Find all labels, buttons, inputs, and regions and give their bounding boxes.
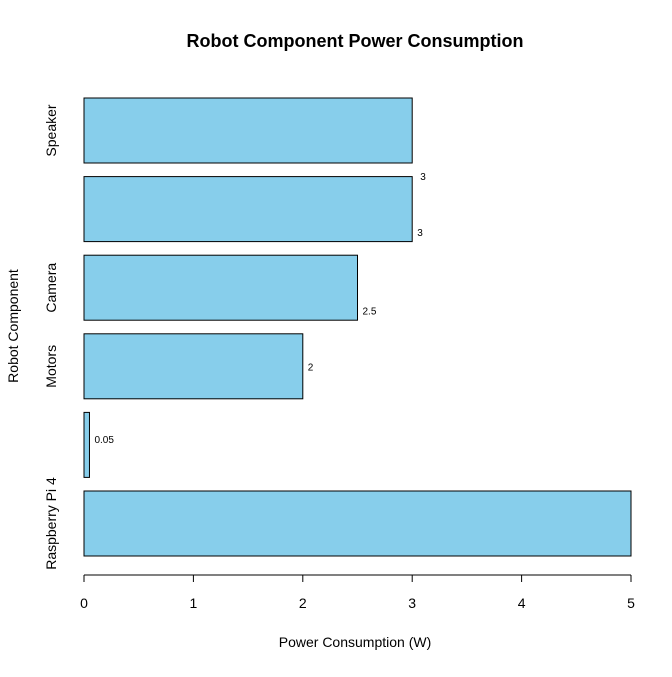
chart-title: Robot Component Power Consumption	[187, 31, 524, 51]
x-axis: 0 1 2 3 4 5	[80, 574, 635, 611]
y-axis-labels: Raspberry Pi 4 Motors Camera Speaker	[43, 104, 59, 570]
data-label: 0.05	[94, 435, 114, 446]
y-category-label: Motors	[43, 345, 59, 388]
x-tick-label: 5	[627, 595, 635, 611]
bars-group: 0.05 2 2.5 3 3	[83, 97, 632, 557]
y-axis-title: Robot Component	[5, 269, 21, 383]
data-label: 2	[308, 362, 314, 373]
bar	[83, 254, 358, 321]
x-tick-label: 0	[80, 595, 88, 611]
bar	[83, 333, 304, 400]
data-label: 2.5	[363, 307, 377, 318]
data-label: 3	[420, 172, 426, 183]
x-tick-label: 1	[190, 595, 198, 611]
bar	[83, 490, 632, 557]
x-axis-title: Power Consumption (W)	[279, 634, 432, 650]
y-category-label: Speaker	[43, 104, 59, 156]
bar	[83, 411, 90, 478]
y-category-label: Raspberry Pi 4	[43, 477, 59, 570]
data-label: 3	[417, 228, 423, 239]
bar	[83, 97, 413, 164]
y-category-label: Camera	[43, 263, 59, 313]
bar	[83, 176, 413, 243]
x-tick-label: 3	[408, 595, 416, 611]
x-tick-label: 2	[299, 595, 307, 611]
x-tick-label: 4	[518, 595, 526, 611]
